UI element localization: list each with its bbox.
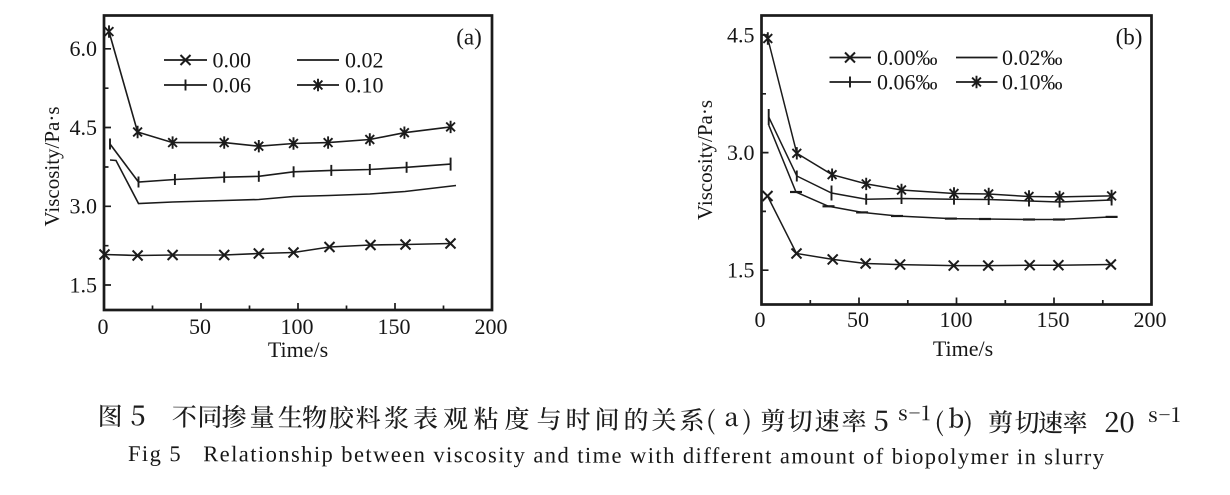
svg-text:50: 50: [847, 307, 869, 332]
svg-text:1.5: 1.5: [727, 258, 755, 283]
svg-text:3.0: 3.0: [727, 140, 755, 165]
svg-text:50: 50: [189, 314, 211, 339]
svg-text:4.5: 4.5: [727, 22, 755, 47]
svg-text:(a): (a): [456, 25, 482, 50]
svg-text:200: 200: [1134, 307, 1167, 332]
svg-text:(b): (b): [1116, 25, 1143, 50]
svg-text:0.00: 0.00: [213, 48, 252, 73]
svg-text:0.02: 0.02: [345, 48, 384, 73]
svg-text:0: 0: [755, 307, 766, 332]
svg-text:0.02‰: 0.02‰: [1002, 45, 1063, 70]
svg-text:0.00‰: 0.00‰: [877, 45, 938, 70]
svg-text:Time/s: Time/s: [933, 336, 993, 361]
svg-text:0.10: 0.10: [345, 73, 384, 98]
svg-text:0.10‰: 0.10‰: [1002, 70, 1063, 95]
svg-text:150: 150: [378, 314, 411, 339]
svg-text:3.0: 3.0: [70, 194, 98, 219]
svg-text:6.0: 6.0: [70, 36, 98, 61]
svg-text:Fig 5 Relationship between v: Fig 5 Relationship between viscosity and…: [128, 441, 1105, 469]
svg-text:200: 200: [475, 314, 508, 339]
svg-text:0.06: 0.06: [213, 73, 252, 98]
svg-text:Time/s: Time/s: [268, 337, 328, 362]
svg-text:150: 150: [1037, 307, 1070, 332]
svg-text:Viscosity/Pa·s: Viscosity/Pa·s: [693, 100, 717, 220]
svg-text:Viscosity/Pa·s: Viscosity/Pa·s: [40, 106, 64, 226]
svg-text:1.5: 1.5: [70, 272, 98, 297]
svg-text:0.06‰: 0.06‰: [877, 70, 938, 95]
svg-text:100: 100: [940, 307, 973, 332]
svg-text:4.5: 4.5: [70, 115, 98, 140]
svg-text:100: 100: [281, 314, 314, 339]
svg-text:0: 0: [98, 314, 109, 339]
